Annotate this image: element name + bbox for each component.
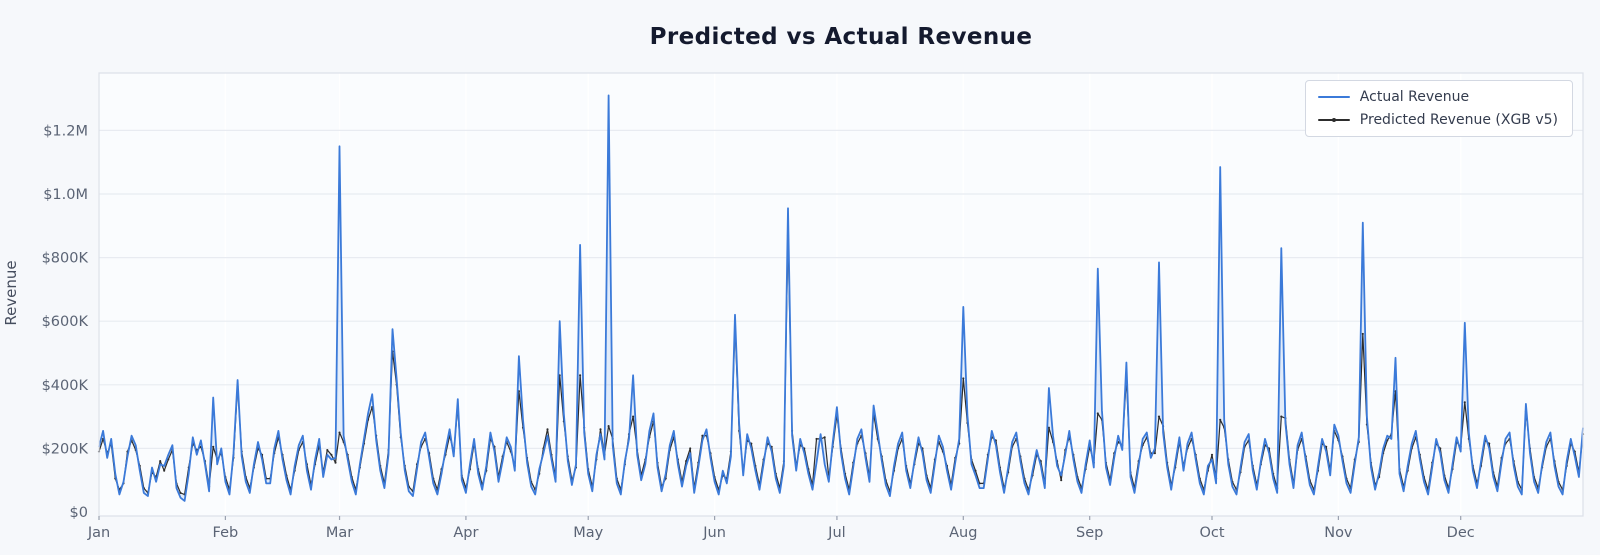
legend-item-actual: Actual Revenue (1317, 89, 1558, 105)
predicted-point-marker (599, 428, 602, 431)
predicted-point-marker (1463, 401, 1466, 404)
x-tick-label: Jul (827, 525, 846, 541)
y-tick-label: $1.0M (43, 187, 88, 203)
y-tick-label: $1.2M (43, 123, 88, 139)
predicted-point-marker (1361, 332, 1364, 335)
predicted-point-marker (1219, 418, 1222, 421)
predicted-point-marker (167, 458, 170, 461)
predicted-point-marker (1060, 479, 1063, 482)
y-tick-label: $800K (42, 251, 89, 267)
y-tick-label: $600K (42, 314, 89, 330)
x-tick-label: Oct (1199, 525, 1224, 541)
x-tick-label: Sep (1076, 525, 1103, 541)
y-tick-label: $400K (42, 378, 89, 394)
x-tick-label: Apr (453, 525, 478, 541)
predicted-point-marker (1096, 412, 1099, 415)
predicted-point-marker (1280, 415, 1283, 418)
legend: Actual Revenue Predicted Revenue (XGB v5… (1304, 80, 1573, 137)
x-tick-label: Mar (326, 525, 353, 541)
x-tick-label: May (573, 525, 603, 541)
plot-area (99, 73, 1583, 516)
predicted-point-marker (546, 428, 549, 431)
legend-item-predicted: Predicted Revenue (XGB v5) (1317, 112, 1558, 128)
x-tick-label: Nov (1324, 525, 1353, 541)
y-tick-label: $0 (70, 505, 88, 521)
chart-title: Predicted vs Actual Revenue (649, 24, 1033, 50)
predicted-line-swatch-icon (1317, 114, 1350, 126)
predicted-point-marker (338, 431, 341, 434)
predicted-point-marker (823, 436, 826, 439)
predicted-point-marker (330, 453, 333, 456)
predicted-point-marker (632, 415, 635, 418)
y-tick-label: $200K (42, 441, 89, 457)
x-tick-label: Jun (702, 525, 726, 541)
predicted-point-marker (579, 374, 582, 377)
x-tick-label: Aug (949, 525, 977, 541)
predicted-point-marker (334, 461, 337, 464)
predicted-point-marker (701, 434, 704, 437)
legend-label-actual: Actual Revenue (1359, 89, 1470, 105)
x-tick-label: Feb (213, 525, 239, 541)
predicted-point-marker (815, 437, 818, 440)
predicted-point-marker (607, 425, 610, 428)
plot-border (98, 72, 1584, 517)
predicted-point-marker (1047, 426, 1050, 429)
predicted-point-marker (1210, 453, 1214, 456)
legend-label-predicted: Predicted Revenue (XGB v5) (1359, 112, 1558, 128)
x-tick-label: Jan (87, 525, 110, 541)
predicted-point-marker (163, 469, 166, 472)
predicted-point-marker (179, 491, 182, 494)
predicted-point-marker (212, 445, 215, 448)
predicted-point-marker (1153, 452, 1156, 455)
actual-line-swatch-icon (1317, 91, 1350, 103)
x-tick-label: Dec (1447, 525, 1475, 541)
predicted-point-marker (1157, 415, 1161, 418)
predicted-point-marker (689, 447, 692, 450)
predicted-point-marker (974, 469, 977, 472)
predicted-point-marker (962, 377, 965, 380)
actual-revenue-line (98, 94, 1584, 502)
predicted-point-marker (159, 460, 162, 463)
predicted-point-marker (326, 448, 329, 452)
